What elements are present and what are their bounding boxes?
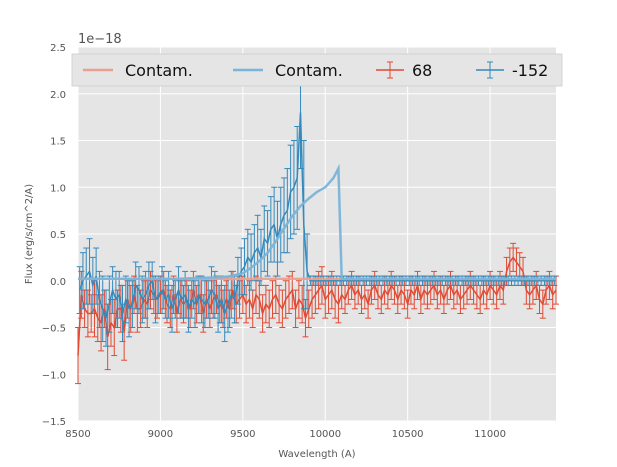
y-offset-label: 1e−18 [78, 32, 122, 47]
y-tick-label: 1.0 [50, 183, 66, 194]
series-contam [78, 163, 556, 281]
y-tick-label: 0.5 [50, 230, 66, 241]
y-axis-title: Flux (erg/s/cm^2/A) [24, 184, 35, 284]
legend-items: Contam. Contam. 68 -152 [83, 61, 548, 80]
x-tick-label: 9500 [230, 429, 255, 440]
x-tick-label: 11000 [474, 429, 506, 440]
spectrum-line [78, 112, 555, 321]
y-tick-label: −1.5 [42, 417, 66, 428]
legend-entry: Contam. [233, 61, 343, 80]
series-152 [76, 55, 558, 347]
y-tick-label: 1.5 [50, 137, 66, 148]
axis-ticks: 8500 9000 9500 10000 10500 11000 −1.5 −1.0 −0.5 0… [42, 43, 506, 440]
x-tick-label: 10000 [309, 429, 341, 440]
legend-label: 68 [412, 61, 432, 80]
y-tick-label: −1.0 [42, 370, 66, 381]
legend-entry: Contam. [83, 61, 193, 80]
x-axis-title: Wavelength (A) [278, 449, 355, 460]
legend-label: -152 [512, 61, 548, 80]
y-tick-label: 2.5 [50, 43, 66, 54]
data-series [75, 55, 559, 385]
legend-label: Contam. [125, 61, 193, 80]
legend-entry: -152 [476, 61, 548, 80]
legend-entry: 68 [376, 61, 432, 80]
x-tick-label: 10500 [392, 429, 424, 440]
x-tick-label: 9000 [148, 429, 173, 440]
legend-label: Contam. [275, 61, 343, 80]
y-tick-label: 0.0 [50, 277, 66, 288]
contamination-line [78, 163, 556, 281]
legend: Contam. Contam. 68 -152 [71, 53, 563, 87]
y-tick-label: 2.0 [50, 90, 66, 101]
x-tick-label: 8500 [65, 429, 90, 440]
spectrum-line [77, 256, 557, 356]
y-tick-label: −0.5 [42, 324, 66, 335]
